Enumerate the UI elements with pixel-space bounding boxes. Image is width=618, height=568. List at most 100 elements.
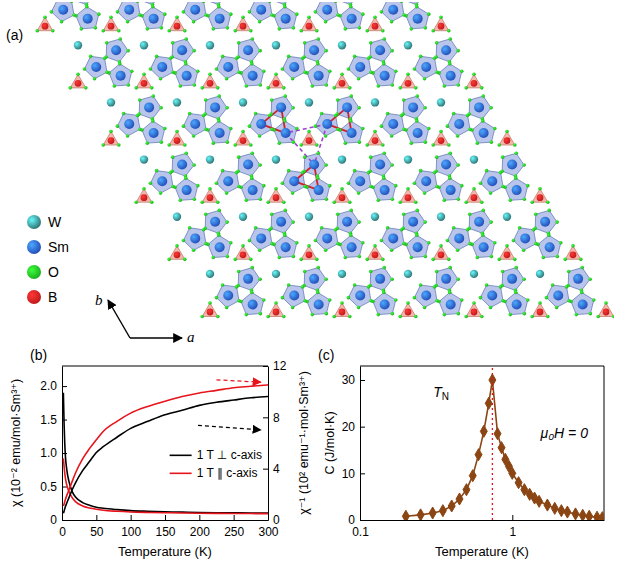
o-atom <box>435 41 439 45</box>
annotation-subscript: N <box>442 391 449 402</box>
sm-polyhedron <box>370 153 392 176</box>
o-atom <box>159 77 163 81</box>
tick: 30 <box>342 373 365 387</box>
o-atom <box>184 62 188 66</box>
b-atom <box>141 80 148 87</box>
o-atom <box>413 296 417 300</box>
o-atom <box>538 187 542 191</box>
sm-polyhedron <box>142 121 165 143</box>
axis-line <box>361 520 605 521</box>
o-atom <box>145 27 149 31</box>
sm-polyhedron <box>241 293 264 315</box>
o-atom <box>241 130 245 134</box>
axis-pointer <box>198 425 261 430</box>
o-atom <box>217 209 221 213</box>
o-atom <box>324 163 328 167</box>
o-atom <box>72 13 76 17</box>
tick-mark <box>263 366 268 367</box>
b-atom <box>339 309 346 316</box>
o-atom <box>324 20 328 24</box>
o-atom <box>402 242 406 246</box>
o-atom <box>193 83 197 87</box>
sm-atom <box>243 45 253 55</box>
o-atom <box>424 255 428 259</box>
o-atom <box>79 27 83 31</box>
o-atom <box>424 140 428 144</box>
tick-label: 0 <box>50 513 57 527</box>
o-atom <box>259 312 263 316</box>
sm-polyhedron <box>538 235 561 257</box>
o-atom <box>386 226 390 230</box>
bo3-triangle <box>400 303 416 317</box>
o-atom <box>105 70 109 74</box>
sm-polyhedron <box>406 121 429 143</box>
o-atom <box>204 13 208 17</box>
o-atom <box>460 184 464 188</box>
legend-line <box>170 473 192 475</box>
bo3-triangle <box>103 132 119 146</box>
bo3-triangle <box>499 246 515 259</box>
w-atom <box>503 213 511 221</box>
sm-atom <box>149 128 159 138</box>
o-atom <box>283 5 287 9</box>
series-line <box>63 397 268 514</box>
sm-atom <box>446 299 456 309</box>
o-atom <box>567 270 571 274</box>
tick-label: 1.5 <box>40 413 57 427</box>
sm-atom <box>413 242 423 252</box>
o-atom <box>447 258 451 262</box>
o-atom <box>448 62 452 66</box>
o-atom <box>151 5 155 9</box>
sm-atom <box>248 299 258 309</box>
o-atom <box>402 13 406 17</box>
tick-label: 8 <box>273 411 280 425</box>
o-atom <box>235 171 239 175</box>
sm-polyhedron <box>315 114 338 137</box>
o-atom <box>382 176 386 180</box>
o-atom <box>522 277 526 281</box>
marker <box>536 495 543 507</box>
o-atom <box>419 283 423 287</box>
o-atom <box>211 27 215 31</box>
o-atom <box>571 244 575 248</box>
sm-atom <box>441 160 451 170</box>
tick-label: 1 <box>509 525 516 539</box>
o-atom <box>282 315 286 319</box>
sm-polyhedron <box>282 171 305 194</box>
o-atom <box>244 198 248 202</box>
axis-title: Temperature (K) <box>435 544 529 559</box>
bo3-triangle <box>301 246 317 259</box>
b-atom <box>339 80 346 87</box>
sm-atom <box>289 176 299 186</box>
legend-item: 1 T ∥ c-axis <box>170 466 258 480</box>
legend-item: 1 T ⊥ c-axis <box>170 448 262 462</box>
o-atom <box>340 301 344 305</box>
o-atom <box>349 94 353 98</box>
sm-atom <box>248 185 258 195</box>
o-atom <box>526 184 530 188</box>
tick: 1.5 <box>40 413 67 427</box>
o-atom <box>138 98 142 102</box>
o-atom <box>277 27 281 31</box>
o-atom <box>526 298 530 302</box>
o-atom <box>281 67 285 71</box>
sm-polyhedron <box>439 64 462 86</box>
o-atom <box>221 55 225 59</box>
o-atom <box>270 213 274 217</box>
o-atom <box>433 171 437 175</box>
sm-atom <box>182 185 192 195</box>
b-atom <box>75 80 82 87</box>
sm-atom <box>248 71 258 81</box>
w-atom <box>404 41 412 49</box>
marker <box>572 508 579 520</box>
o-atom <box>390 248 394 252</box>
o-atom <box>217 5 221 9</box>
b-atom <box>42 23 49 30</box>
sm-atom <box>190 233 200 243</box>
o-atom <box>556 255 560 259</box>
o-atom <box>380 10 384 14</box>
o-atom <box>332 200 336 204</box>
o-atom <box>225 191 229 195</box>
o-atom <box>402 98 406 102</box>
o-atom <box>328 70 332 74</box>
